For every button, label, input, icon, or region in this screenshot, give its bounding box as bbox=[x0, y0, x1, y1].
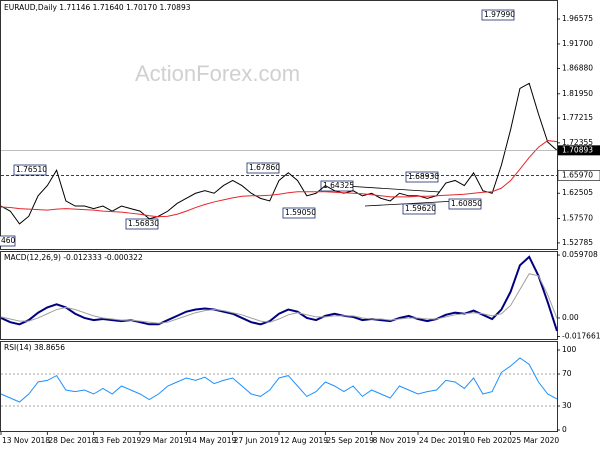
watermark: ActionForex.com bbox=[135, 61, 300, 86]
annotation: 460 bbox=[1, 236, 16, 245]
x-tick-label: 24 Dec 2019 bbox=[419, 436, 467, 445]
annotation-box bbox=[481, 9, 515, 21]
y-tick-label: 70 bbox=[562, 369, 572, 378]
x-tick-label: 10 Feb 2020 bbox=[465, 436, 512, 445]
x-tick-label: 25 Mar 2020 bbox=[512, 436, 560, 445]
last-price-label: 1.70893 bbox=[562, 145, 593, 154]
annotation-box bbox=[13, 164, 47, 176]
annotation: 1.76510 bbox=[16, 165, 47, 174]
annotation-box bbox=[448, 198, 482, 210]
macd-panel bbox=[0, 251, 558, 340]
price-title: EURAUD,Daily 1.71146 1.71640 1.70170 1.7… bbox=[4, 3, 191, 12]
last-price-box bbox=[558, 145, 600, 156]
x-tick-label: 13 Nov 2018 bbox=[2, 436, 50, 445]
annotation: 1.59050 bbox=[285, 208, 316, 217]
y-tick-label: 1.57570 bbox=[562, 213, 593, 222]
y-tick-label: 1.62505 bbox=[562, 188, 593, 197]
annotation: 1.64325 bbox=[323, 181, 354, 190]
annotation-box bbox=[0, 235, 16, 247]
rsi-title: RSI(14) 38.8656 bbox=[4, 343, 65, 352]
y-tick-label: 1.81950 bbox=[562, 89, 593, 98]
annotation: 1.97990 bbox=[484, 10, 515, 19]
series-line bbox=[0, 140, 558, 218]
x-tick-label: 28 Dec 2018 bbox=[48, 436, 96, 445]
annotation-box bbox=[282, 207, 316, 219]
y-tick-label: -0.017661 bbox=[562, 332, 600, 341]
y-tick-label: 1.77215 bbox=[562, 113, 593, 122]
annotation-box bbox=[246, 162, 280, 174]
series-line bbox=[0, 255, 558, 332]
x-tick-label: 27 Jun 2019 bbox=[234, 436, 279, 445]
series-line bbox=[0, 273, 558, 324]
x-tick-label: 8 Nov 2019 bbox=[373, 436, 416, 445]
price-label: 1.65970 bbox=[562, 171, 593, 180]
x-tick-label: 25 Sep 2019 bbox=[326, 436, 374, 445]
y-tick-label: 30 bbox=[562, 401, 572, 410]
y-tick-label: 1.91700 bbox=[562, 39, 593, 48]
y-tick-label: 1.86880 bbox=[562, 64, 593, 73]
annotation: 1.68930 bbox=[408, 172, 439, 181]
annotation-box bbox=[405, 171, 439, 183]
macd-title: MACD(12,26,9) -0.012333 -0.000322 bbox=[4, 253, 143, 262]
price-panel bbox=[0, 0, 558, 250]
annotation-box bbox=[402, 203, 436, 215]
y-tick-label: 1.96575 bbox=[562, 14, 593, 23]
annotation: 1.56830 bbox=[128, 219, 159, 228]
y-tick-label: 100 bbox=[562, 345, 577, 354]
annotation: 1.60850 bbox=[451, 199, 482, 208]
rsi-panel bbox=[0, 341, 558, 432]
x-tick-label: 12 Aug 2019 bbox=[280, 436, 328, 445]
annotations: 1.76510 1.67860 1.64325 1.68930 1.97990 … bbox=[0, 9, 515, 247]
y-tick-label: 0 bbox=[562, 425, 567, 434]
y-tick-label: 1.72355 bbox=[562, 138, 593, 147]
price-label-box bbox=[557, 170, 600, 181]
x-tick-label: 29 Mar 2019 bbox=[141, 436, 189, 445]
y-tick-label: 0.00 bbox=[562, 313, 579, 322]
annotation: 1.67860 bbox=[249, 163, 280, 172]
series-line bbox=[0, 82, 558, 225]
series-line bbox=[0, 357, 558, 403]
y-tick-label: 0.059708 bbox=[562, 250, 598, 259]
annotation-box bbox=[125, 218, 159, 230]
x-tick-label: 13 Feb 2019 bbox=[95, 436, 142, 445]
annotation: 1.59620 bbox=[405, 204, 436, 213]
x-tick-label: 14 May 2019 bbox=[187, 436, 236, 445]
y-tick-label: 1.52785 bbox=[562, 238, 593, 247]
